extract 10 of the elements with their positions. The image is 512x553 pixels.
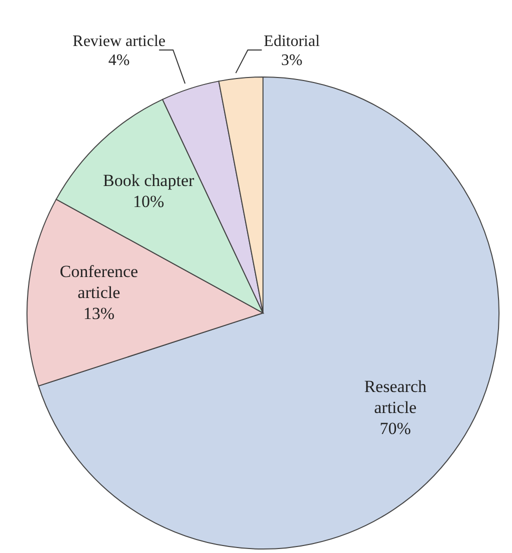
slice-label: Review article [72,33,166,50]
data-label: 13% [83,304,114,323]
slice-label: Research article [364,376,428,417]
data-label: 10% [133,192,164,212]
slice-label: Book chapter [103,171,195,190]
data-label: 4% [108,52,130,69]
data-label: 3% [281,52,302,69]
slice-label: Conference article [60,262,138,302]
data-label: 70% [380,418,411,438]
slice-label: Editorial [264,33,320,50]
